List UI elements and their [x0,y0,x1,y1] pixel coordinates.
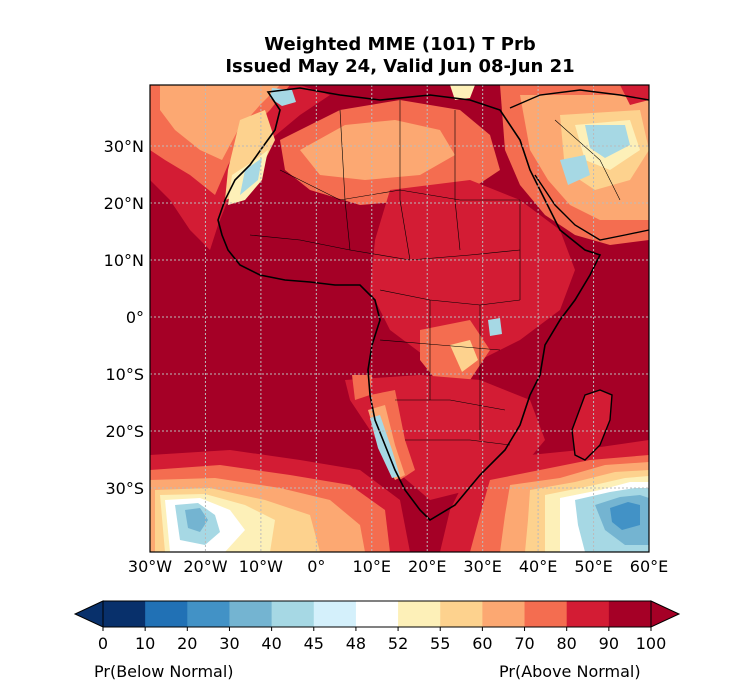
longitude-label: 0° [307,557,325,576]
colorbar-swatch [355,601,399,627]
colorbar-tick-label: 55 [430,634,450,653]
longitude-label: 60°E [630,557,668,576]
colorbar-tick-label: 80 [557,634,577,653]
colorbar: 0 10 20 30 40 45 48 52 55 60 70 80 90 100 [73,600,681,653]
colorbar-left-label: Pr(Below Normal) [94,662,234,681]
colorbar-swatch [608,601,652,627]
colorbar-outline [102,600,652,628]
colorbar-swatch [482,601,526,627]
probability-field [150,85,649,552]
latitude-label: 20°N [104,194,144,213]
colorbar-tick-label: 10 [135,634,155,653]
colorbar-swatch [566,601,610,627]
colorbar-right-label: Pr(Above Normal) [499,662,641,681]
map-title-line2: Issued May 24, Valid Jun 08-Jun 21 [225,56,575,77]
colorbar-tick-label: 48 [346,634,366,653]
madagascar-coastline [571,389,613,461]
colorbar-swatch [103,601,146,627]
longitude-label: 20°W [183,557,227,576]
colorbar-tick-label: 30 [219,634,239,653]
colorbar-tick-label: 52 [388,634,408,653]
longitude-label: 10°W [239,557,283,576]
latitude-label: 10°S [105,365,144,384]
colorbar-tick-label: 100 [636,634,667,653]
latitude-label: 10°N [104,251,144,270]
arabia-coastline [509,89,650,241]
colorbar-swatch [187,601,230,627]
colorbar-low-extension [73,600,104,628]
longitude-label: 30°E [463,557,501,576]
graticule [150,85,649,552]
latitude-label: 20°S [105,422,144,441]
colorbar-tick-label: 20 [177,634,197,653]
colorbar-tick-label: 40 [261,634,281,653]
longitude-label: 10°E [353,557,391,576]
colorbar-swatch [440,601,483,627]
colorbar-swatch [398,601,441,627]
latitude-label: 30°N [104,137,144,156]
colorbar-tick-label: 0 [98,634,108,653]
longitude-label: 40°E [519,557,557,576]
colorbar-tick-label: 70 [514,634,534,653]
colorbar-tick-label: 90 [599,634,619,653]
longitude-labels: 30°W 20°W 10°W 0° 10°E 20°E 30°E 40°E 50°E 60°E [128,557,668,576]
longitude-label: 20°E [408,557,446,576]
colorbar-swatch [271,601,315,627]
colorbar-swatch [229,601,273,627]
latitude-labels: 30°N 20°N 10°N 0° 10°S 20°S 30°S [104,137,144,498]
map-frame [149,84,650,553]
longitude-label: 30°W [128,557,172,576]
colorbar-high-extension [650,600,681,628]
africa-coastline [217,87,602,522]
latitude-label: 30°S [105,479,144,498]
colorbar-tick-label: 45 [304,634,324,653]
longitude-label: 50°E [574,557,612,576]
colorbar-swatch [145,601,188,627]
map-title-line1: Weighted MME (101) T Prb [264,34,536,55]
colorbar-swatch [313,601,357,627]
latitude-label: 0° [126,308,144,327]
country-borders [249,100,621,446]
colorbar-swatch [524,601,568,627]
colorbar-tick-label: 60 [472,634,492,653]
